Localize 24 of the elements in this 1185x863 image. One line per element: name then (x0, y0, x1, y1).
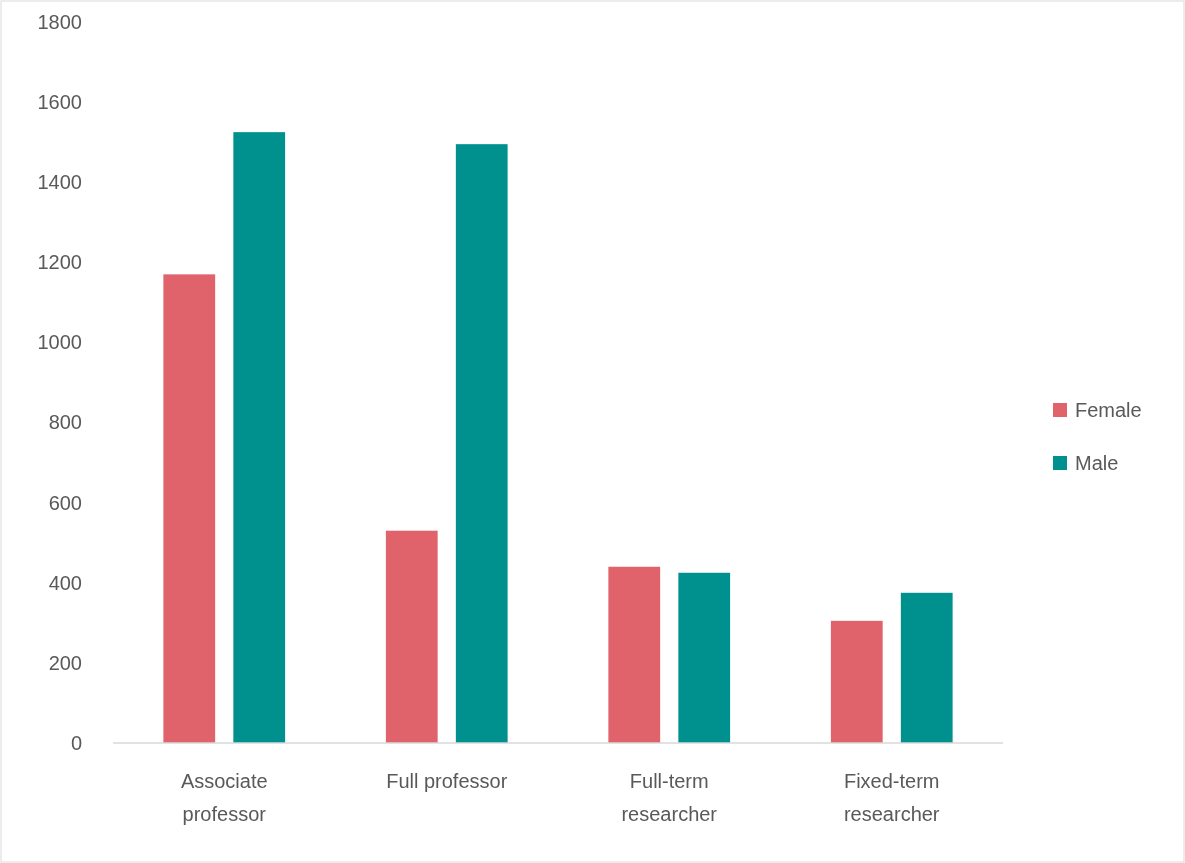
y-tick-label: 200 (48, 651, 82, 674)
y-tick-label: 1200 (37, 251, 82, 274)
y-tick-label: 1600 (37, 91, 82, 114)
x-tick-label: Associate professor (180, 770, 268, 825)
bar (385, 530, 438, 743)
legend-label: Female (1075, 399, 1142, 421)
bar (608, 566, 661, 743)
bar (163, 274, 216, 743)
y-tick-label: 1800 (37, 10, 82, 33)
x-tick-label: Full professor (386, 770, 508, 792)
bar (830, 620, 883, 743)
y-tick-label: 0 (70, 731, 82, 754)
bar (455, 144, 508, 743)
y-tick-label: 400 (48, 571, 82, 594)
x-tick-label: Fixed-term researcher (843, 770, 940, 825)
bar (900, 592, 953, 743)
bar (678, 572, 731, 743)
bar (233, 132, 286, 743)
y-tick-label: 1000 (37, 331, 82, 354)
y-tick-label: 800 (48, 411, 82, 434)
y-tick-label: 600 (48, 491, 82, 514)
x-tick-label: Full-term researcher (621, 770, 718, 825)
y-tick-label: 1400 (37, 171, 82, 194)
legend-label: Male (1075, 452, 1119, 474)
